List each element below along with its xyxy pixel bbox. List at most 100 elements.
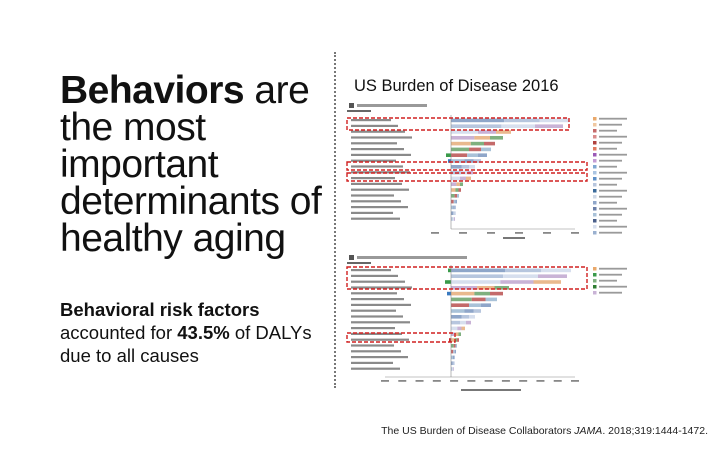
citation-pre: The US Burden of Disease Collaborators <box>381 425 575 437</box>
row-bar-segment <box>481 147 491 152</box>
axis-tick-label <box>536 380 545 382</box>
row-bar-segment <box>455 199 457 204</box>
legend-text <box>599 207 627 210</box>
row-label <box>351 182 402 185</box>
burden-figure-image <box>346 103 627 391</box>
row-bar-segment <box>471 297 486 302</box>
row-label <box>351 153 411 156</box>
legend-swatch <box>593 183 597 187</box>
legend-swatch <box>593 141 597 145</box>
row-bar-segment <box>504 118 540 123</box>
row-label <box>351 274 398 277</box>
vertical-divider <box>334 52 336 388</box>
row-bar-segment <box>481 303 491 307</box>
row-bar-segment <box>539 118 569 123</box>
row-label <box>351 171 410 174</box>
legend-text <box>599 129 617 132</box>
legend-text <box>599 177 622 180</box>
row-bar-segment <box>452 355 454 360</box>
axis-tick-label <box>381 380 389 382</box>
legend-swatch <box>593 279 597 283</box>
row-bar-segment <box>478 153 487 157</box>
row-label <box>351 356 408 359</box>
row-bar-segment <box>469 147 481 152</box>
highlight-box <box>346 172 588 182</box>
row-bar-segment <box>464 309 474 313</box>
legend-swatch <box>593 159 597 163</box>
row-bar-segment <box>451 182 457 186</box>
row-bar-segment <box>451 159 465 163</box>
legend-text <box>599 285 627 288</box>
legend-swatch <box>593 231 597 235</box>
row-label <box>351 332 402 335</box>
row-bar-segment <box>451 136 475 140</box>
legend-swatch <box>593 291 597 295</box>
row-bar-segment <box>451 153 468 157</box>
row-label <box>351 136 412 139</box>
row-bar-segment <box>505 268 541 273</box>
row-bar-segment <box>456 182 460 186</box>
row-bar-negative <box>445 280 451 284</box>
row-bar-segment <box>451 188 456 192</box>
axis-tick-label <box>432 380 441 382</box>
row-bar-segment <box>451 326 458 331</box>
axis-tick-label <box>571 380 579 382</box>
row-bar-segment <box>453 349 455 354</box>
panel-a-rows <box>351 118 569 221</box>
row-bar-segment <box>451 291 475 296</box>
row-bar-segment <box>454 205 456 210</box>
row-label <box>351 292 397 295</box>
legend-swatch <box>593 153 597 157</box>
panel-b-heading-line <box>357 256 467 259</box>
row-bar-segment <box>451 344 454 348</box>
axis-tick-label <box>398 380 407 382</box>
panel-a-heading-line <box>357 104 427 107</box>
axis-tick-label <box>459 232 467 234</box>
row-bar-segment <box>451 320 460 325</box>
panel-b-axis-ticks <box>381 380 579 382</box>
row-label <box>351 148 404 151</box>
axis-tick-label <box>515 232 523 234</box>
red-dashed-highlights <box>346 117 588 343</box>
row-bar-segment <box>533 280 561 284</box>
row-bar-segment <box>452 361 454 365</box>
axis-tick-label <box>415 380 424 382</box>
legend-text <box>599 267 627 270</box>
row-bar-segment <box>454 355 455 360</box>
row-bar-segment <box>451 315 462 319</box>
row-bar-segment <box>460 320 466 325</box>
row-bar-segment <box>541 268 571 273</box>
row-bar-segment <box>451 338 455 342</box>
citation-journal: JAMA <box>574 425 603 437</box>
axis-tick-label <box>553 380 562 382</box>
legend-swatch <box>593 117 597 121</box>
row-bar-segment <box>473 159 481 163</box>
legend-text <box>599 153 627 156</box>
row-bar-segment <box>451 165 462 169</box>
panel-a-axis-ticks <box>431 232 579 234</box>
row-bar-segment <box>458 332 461 336</box>
axis-tick-label <box>487 232 495 234</box>
row-bar-segment <box>469 315 475 319</box>
legend-swatch <box>593 165 597 169</box>
row-label <box>351 327 395 330</box>
row-bar-segment <box>455 188 459 192</box>
panel-b-legend <box>593 267 627 295</box>
row-bar-segment <box>457 194 459 198</box>
subtext-lead: Behavioral risk factors <box>60 299 260 320</box>
legend-text <box>599 195 622 198</box>
row-bar-segment <box>451 130 478 134</box>
row-bar-segment <box>477 286 495 290</box>
axis-tick-label <box>450 380 459 382</box>
row-label <box>351 177 395 180</box>
axis-tick-label <box>431 232 439 234</box>
row-label <box>351 200 401 203</box>
row-bar-segment <box>452 367 454 371</box>
legend-text <box>599 201 617 204</box>
row-bar-segment <box>454 338 457 342</box>
panel-b-marker <box>349 255 354 260</box>
row-bar-segment <box>474 136 490 140</box>
legend-swatch <box>593 225 597 229</box>
legend-text <box>599 225 627 228</box>
row-bar-negative <box>447 291 451 296</box>
